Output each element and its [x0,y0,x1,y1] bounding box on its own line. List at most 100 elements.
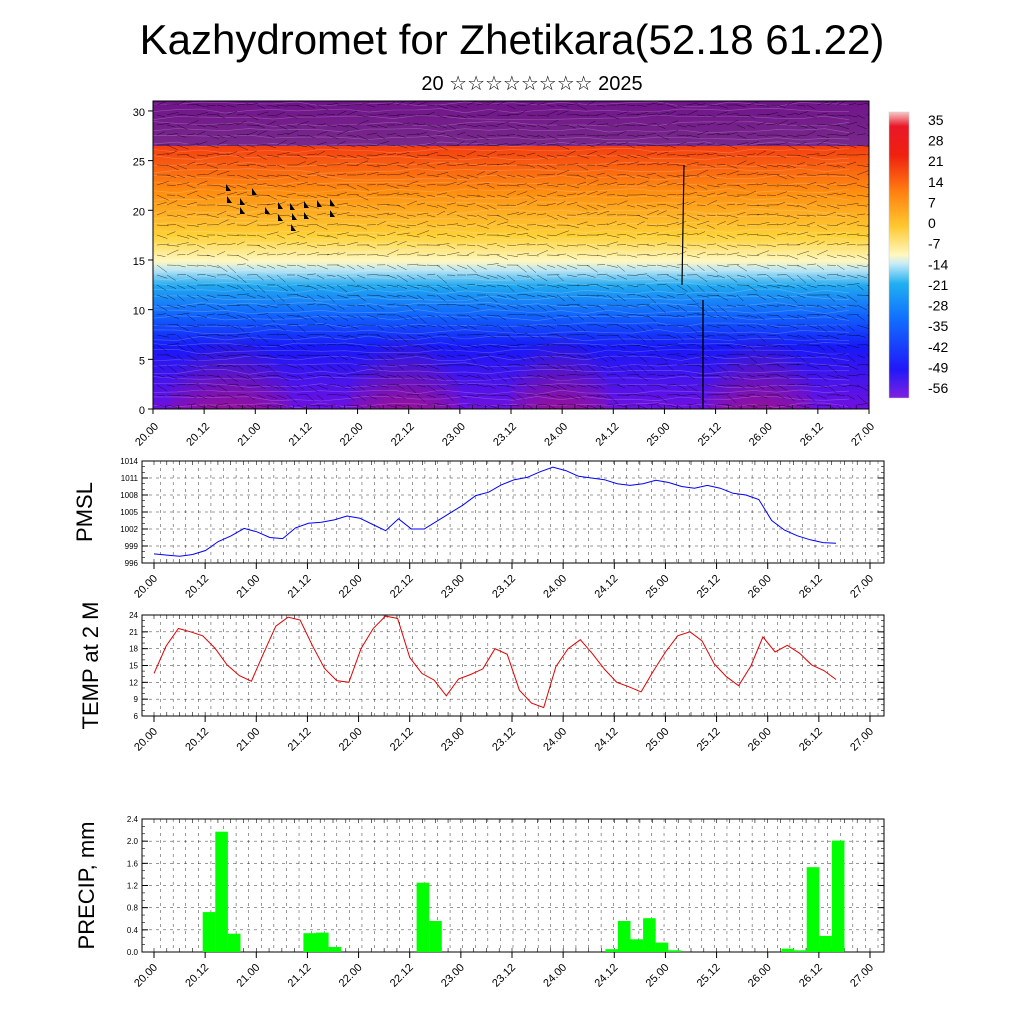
precip-bar [202,912,216,952]
wind-vector [786,314,799,319]
wind-vector [436,374,446,381]
wind-vector [576,142,586,146]
wind-vector [216,234,227,237]
wind-vector [756,122,766,126]
wind-vector [546,324,555,330]
wind-vector [216,284,225,289]
wind-vector [656,394,668,403]
wind-vector [826,114,838,117]
wind-vector [596,313,609,316]
wind-vector [436,384,446,391]
wind-vector [556,214,568,220]
wind-vector [196,374,206,377]
wind-vector [546,294,558,298]
wind-vector [616,174,627,176]
wind-vector [696,152,709,156]
wind-vector [666,343,678,346]
wind-vector [366,132,378,136]
wind-vector [526,284,535,290]
wind-vector [606,324,618,326]
wind-vector [336,374,346,377]
wind-vector [656,283,667,286]
wind-barb [226,184,231,191]
wind-vector [506,113,518,116]
wind-vector [796,142,807,146]
wind-vector [156,254,166,257]
x-tick-label: 21.00 [234,726,262,754]
wind-vector [786,194,798,199]
wind-vector [786,174,795,179]
wind-vector [796,242,806,246]
wind-vector [606,354,617,361]
wind-vector [806,182,817,186]
wind-vector [356,102,369,106]
wind-vector [216,134,225,139]
wind-vector [186,264,199,267]
wind-vector [666,120,679,126]
wind-vector [246,344,256,348]
wind-vector [246,304,257,311]
wind-vector [616,334,626,343]
wind-vector [706,374,719,377]
wind-vector [536,354,545,361]
wind-vector [826,254,837,259]
wind-vector [426,111,435,116]
wind-vector [846,174,860,180]
wind-vector [396,101,405,106]
wind-vector [576,344,588,352]
wind-vector [696,314,706,316]
wind-vector [526,152,536,156]
wind-vector [716,374,728,380]
wind-vector [156,334,170,338]
wind-vector [216,344,229,352]
wind-vector [246,250,256,256]
wind-vector [426,273,436,276]
wind-vector [216,251,226,256]
wind-vector [656,253,667,256]
wind-vector [736,124,746,129]
wind-vector [466,124,478,128]
wind-vector [816,134,830,139]
wind-vector [596,123,608,126]
wind-vector [726,363,740,366]
wind-vector [166,249,179,256]
wind-vector [796,162,805,166]
wind-vector [406,364,418,367]
wind-vector [726,112,739,116]
wind-vector [796,134,807,136]
wind-vector [476,154,490,158]
wind-vector [666,252,679,256]
wind-vector [276,221,285,226]
wind-vector [156,313,167,316]
wind-vector [226,134,237,139]
wind-vector [456,214,468,220]
wind-vector [856,294,869,296]
wind-vector [856,364,869,366]
wind-vector [396,334,408,343]
wind-vector [186,274,198,281]
wind-vector [246,131,258,136]
wind-vector [456,304,466,307]
wind-vector [196,303,206,306]
wind-vector [726,314,735,320]
wind-vector [846,114,858,118]
wind-vector [266,134,276,139]
wind-vector [216,140,228,146]
wind-vector [436,233,448,236]
wind-vector [556,334,568,340]
wind-vector [566,150,576,156]
wind-vector [756,204,769,207]
wind-vector [666,274,679,281]
wind-vector [366,404,376,408]
y-tick-label: 18 [129,645,138,654]
x-tick-label: 20.12 [183,962,211,990]
wind-vector [366,124,378,128]
wind-vector [236,120,247,126]
wind-vector [426,104,436,106]
wind-vector [856,394,867,404]
wind-vector [656,180,669,186]
wind-vector [266,154,280,158]
wind-vector [546,334,558,336]
wind-vector [726,119,739,126]
wind-vector [486,324,498,327]
